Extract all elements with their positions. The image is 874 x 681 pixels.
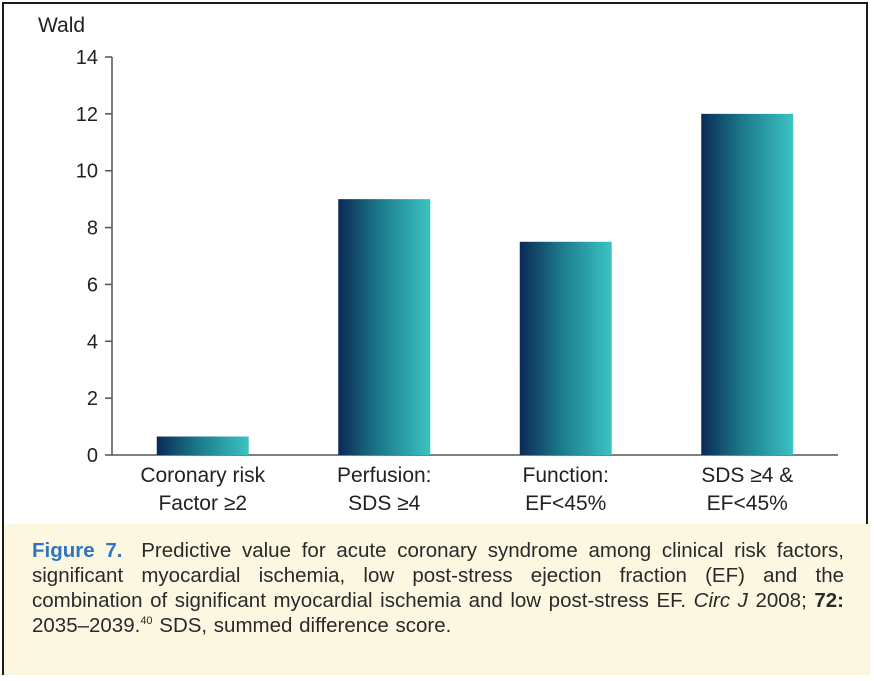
x-category-label: EF<45% bbox=[525, 492, 606, 515]
y-tick-label: 14 bbox=[76, 47, 98, 69]
y-tick-label: 6 bbox=[87, 274, 98, 296]
caption-year: 2008; bbox=[755, 589, 807, 612]
caption-volume: 72: bbox=[814, 589, 844, 612]
caption-ref: 40 bbox=[140, 615, 153, 628]
caption-tail: SDS, summed difference score. bbox=[159, 614, 452, 637]
x-category-label: Function: bbox=[523, 464, 609, 487]
category-labels: Coronary risk Factor ≥2 Perfusion: SDS ≥4 Fu… bbox=[140, 464, 793, 515]
caption-pages: 2035–2039. bbox=[32, 614, 141, 637]
y-tick-label: 0 bbox=[87, 445, 98, 467]
y-tick-label: 10 bbox=[76, 161, 98, 183]
x-category-label: Perfusion: bbox=[337, 464, 432, 487]
x-category-label: EF<45% bbox=[707, 492, 788, 515]
caption-text: Predictive value for acute coronary synd… bbox=[32, 539, 845, 612]
y-tick-label: 4 bbox=[87, 331, 98, 353]
figure-caption: Figure 7. Predictive value for acute cor… bbox=[4, 524, 870, 675]
caption-label: Figure 7. bbox=[32, 539, 123, 562]
x-category-label: Coronary risk bbox=[140, 464, 265, 487]
bar bbox=[338, 199, 431, 455]
bar bbox=[701, 113, 794, 455]
y-tick-label: 8 bbox=[87, 218, 98, 240]
y-axis-title: Wald bbox=[38, 14, 85, 37]
bars bbox=[156, 113, 794, 455]
x-category-label: SDS ≥4 & bbox=[701, 464, 793, 487]
x-category-label: SDS ≥4 bbox=[348, 492, 421, 515]
y-tick-label: 2 bbox=[87, 388, 98, 410]
caption-journal: Circ J bbox=[693, 589, 748, 612]
bar-chart: Wald 0 2 4 6 8 10 12 14 Coronary risk Factor ≥2 P… bbox=[38, 14, 838, 515]
x-category-label: Factor ≥2 bbox=[158, 492, 247, 515]
bar bbox=[519, 241, 612, 455]
y-tick-label: 12 bbox=[76, 104, 98, 126]
y-ticks: 0 2 4 6 8 10 12 14 bbox=[76, 47, 112, 467]
bar bbox=[156, 436, 249, 455]
